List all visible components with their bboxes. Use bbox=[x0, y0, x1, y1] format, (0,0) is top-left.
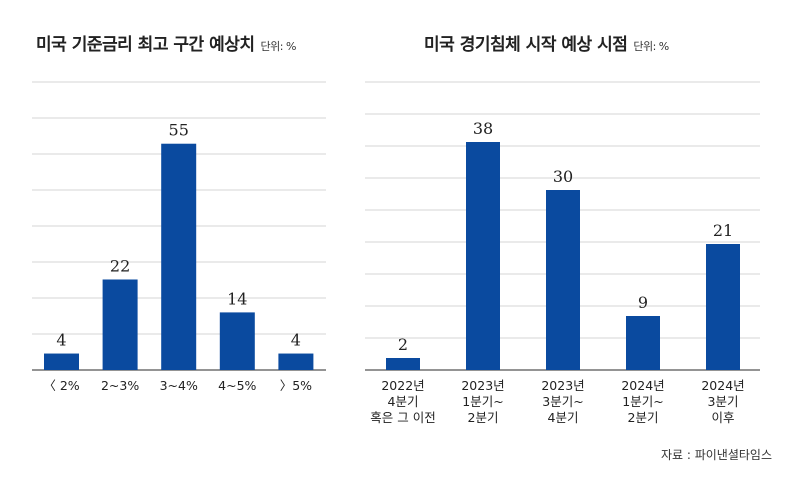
chart2-category-label: 혹은 그 이전 bbox=[370, 410, 435, 425]
chart2-bar bbox=[706, 244, 740, 370]
chart2-category-label: 2022년 bbox=[381, 378, 424, 393]
chart2-category-label: 2023년 bbox=[461, 378, 504, 393]
chart1-data-label: 55 bbox=[169, 121, 189, 140]
chart1-data-label: 4 bbox=[56, 331, 66, 350]
chart1-category-label: 〉5% bbox=[280, 378, 312, 393]
chart2-category-label: 1분기~ bbox=[462, 394, 503, 409]
chart2-category-label: 2024년 bbox=[621, 378, 664, 393]
chart1-category-label: 〈 2% bbox=[43, 378, 79, 393]
chart2-category-label: 1분기~ bbox=[622, 394, 663, 409]
chart1-bar bbox=[278, 353, 314, 370]
chart2-category-label: 4분기 bbox=[548, 410, 579, 425]
chart1-bar bbox=[44, 353, 79, 370]
chart2-data-label: 9 bbox=[638, 293, 648, 312]
chart2-data-label: 38 bbox=[473, 119, 493, 138]
chart2-data-label: 21 bbox=[713, 221, 733, 240]
chart2-category-label: 3분기 bbox=[708, 394, 739, 409]
chart1-category-label: 4~5% bbox=[218, 378, 256, 393]
chart1-category-label: 3~4% bbox=[160, 378, 198, 393]
chart2-title: 미국 경기침체 시작 예상 시점 단위: % bbox=[424, 30, 669, 55]
chart2-bar bbox=[466, 142, 500, 370]
chart1-data-label: 22 bbox=[110, 256, 130, 275]
chart1-data-label: 14 bbox=[227, 289, 247, 308]
chart1-bar bbox=[102, 279, 138, 370]
chart2-data-label: 2 bbox=[398, 335, 408, 354]
chart1-bar bbox=[219, 312, 255, 370]
chart2-category-label: 2분기 bbox=[468, 410, 499, 425]
chart2-category-label: 2023년 bbox=[541, 378, 584, 393]
chart2-data-label: 30 bbox=[553, 167, 573, 186]
chart1-title: 미국 기준금리 최고 구간 예상치 단위: % bbox=[36, 30, 296, 55]
chart1-bar bbox=[161, 143, 197, 370]
chart2-category-label: 4분기 bbox=[388, 394, 419, 409]
chart2-category-label: 3분기~ bbox=[542, 394, 583, 409]
chart2-category-label: 2분기 bbox=[628, 410, 659, 425]
chart2-unit: 단위: % bbox=[633, 40, 669, 53]
chart1-title-text: 미국 기준금리 최고 구간 예상치 bbox=[36, 35, 255, 55]
chart2-bar bbox=[546, 190, 580, 370]
chart1-unit: 단위: % bbox=[260, 40, 297, 53]
chart1-category-label: 2~3% bbox=[101, 378, 139, 393]
chart1-data-label: 4 bbox=[291, 331, 301, 350]
chart2-bar bbox=[386, 358, 420, 370]
chart2-bar bbox=[626, 316, 660, 370]
chart2-category-label: 이후 bbox=[711, 410, 734, 425]
chart2-category-label: 2024년 bbox=[701, 378, 744, 393]
source-note: 자료 : 파이낸셜타임스 bbox=[660, 448, 772, 462]
chart2-title-text: 미국 경기침체 시작 예상 시점 bbox=[424, 35, 628, 55]
